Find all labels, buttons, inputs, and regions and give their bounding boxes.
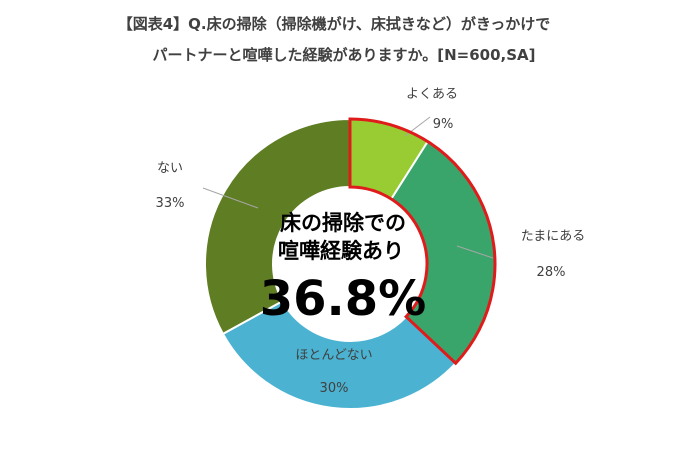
slice-label-category-2: たまにある	[521, 229, 586, 244]
slice-3	[221, 299, 458, 410]
slice-4	[204, 117, 351, 336]
highlight-outline	[348, 117, 497, 366]
slice-label-percent-3: 30%	[320, 381, 349, 396]
slice-label-percent-1: 9%	[433, 117, 454, 132]
chart-title-line2: パートナーと喧嘩した経験がありますか。[N=600,SA]	[152, 46, 536, 64]
slice-label-percent-4: 33%	[156, 196, 185, 211]
slice-label-category-3: ほとんどない	[295, 348, 372, 363]
slices	[204, 117, 496, 410]
slice-labels: よくある 9% たまにある 28% ほとんどない 30% ない 33%	[156, 87, 586, 396]
chart-title-line1: 【図表4】Q.床の掃除（掃除機がけ、床拭きなど）がきっかけで	[117, 15, 551, 33]
leader-line-2	[456, 245, 494, 259]
leader-line-4	[202, 187, 259, 209]
slice-label-category-4: ない	[157, 161, 183, 176]
center-text-line1: 床の掃除での	[280, 211, 406, 235]
center-text-line2: 喧嘩経験あり	[278, 239, 404, 263]
center-value: 36.8%	[260, 271, 427, 327]
slice-label-category-1: よくある	[406, 87, 458, 102]
leader-line-1	[404, 116, 431, 137]
slice-label-percent-2: 28%	[537, 265, 566, 280]
